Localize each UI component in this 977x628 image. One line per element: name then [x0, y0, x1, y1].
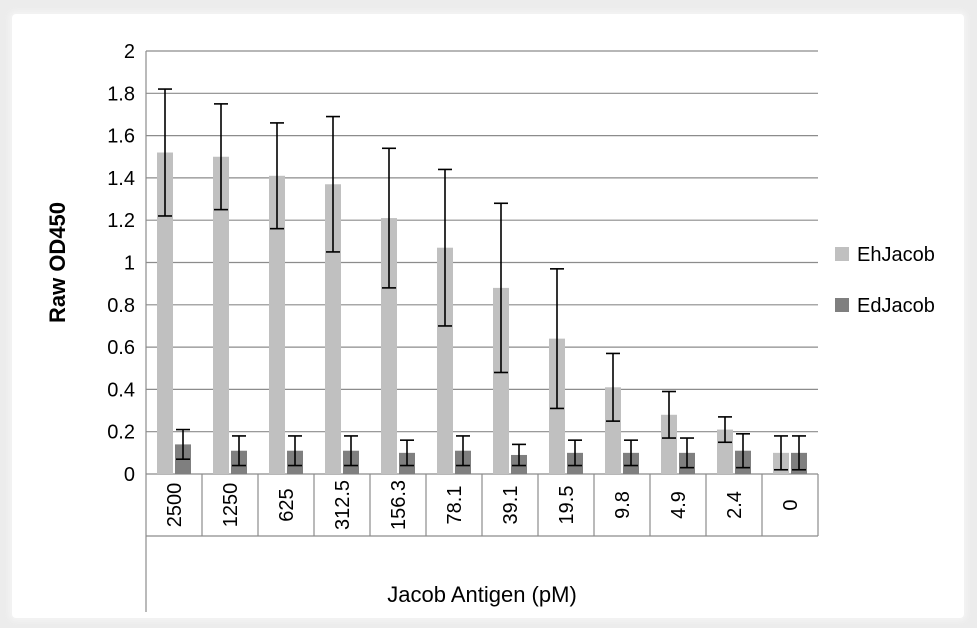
- y-tick-label: 0.4: [107, 379, 135, 401]
- legend-swatch-EhJacob: [835, 247, 849, 261]
- legend-label: EhJacob: [857, 244, 935, 266]
- x-tick-label: 312.5: [332, 480, 354, 530]
- x-tick-label: 78.1: [444, 486, 466, 525]
- y-tick-label: 1: [124, 253, 135, 275]
- bar-EhJacob: [493, 287, 509, 474]
- bar-EhJacob: [325, 184, 341, 474]
- bar-EhJacob: [661, 414, 677, 474]
- legend-label: EdJacob: [857, 295, 935, 317]
- y-axis-title: Raw OD450: [45, 202, 70, 323]
- x-tick-label: 2500: [164, 483, 186, 528]
- x-tick-label: 2.4: [724, 491, 746, 519]
- bar-EhJacob: [381, 218, 397, 474]
- bar-EhJacob: [605, 387, 621, 474]
- chart-svg: 0 0.2 0.4 0.6 0.8 1 1.2 1.4 1.6 1.8 2 2500 1250 625 31…: [45, 41, 935, 612]
- x-tick-label: 625: [276, 488, 298, 521]
- y-tick-label: 1.8: [107, 83, 135, 105]
- bar-EhJacob: [717, 429, 733, 474]
- y-tick-label: 1.2: [107, 210, 135, 232]
- y-tick-label: 2: [124, 41, 135, 63]
- legend-swatch-EdJacob: [835, 298, 849, 312]
- bar-EhJacob: [213, 156, 229, 474]
- y-tick-label: 0: [124, 464, 135, 486]
- y-tick-label: 0.8: [107, 295, 135, 317]
- bar-EhJacob: [157, 152, 173, 474]
- x-tick-label: 156.3: [388, 480, 410, 530]
- y-tick-label: 0.2: [107, 422, 135, 444]
- x-tick-label: 0: [780, 499, 802, 510]
- x-tick-label: 4.9: [668, 491, 690, 519]
- x-tick-label: 19.5: [556, 486, 578, 525]
- x-tick-label: 1250: [220, 483, 242, 528]
- y-tick-label: 0.6: [107, 337, 135, 359]
- chart-frame: 0 0.2 0.4 0.6 0.8 1 1.2 1.4 1.6 1.8 2 2500 1250 625 31…: [12, 14, 964, 618]
- y-tick-label: 1.4: [107, 168, 135, 190]
- x-tick-label: 39.1: [500, 486, 522, 525]
- bar-EhJacob: [269, 175, 285, 474]
- x-axis-title: Jacob Antigen (pM): [387, 582, 577, 607]
- bar-EhJacob: [437, 247, 453, 474]
- y-tick-label: 1.6: [107, 126, 135, 148]
- x-tick-label: 9.8: [612, 491, 634, 519]
